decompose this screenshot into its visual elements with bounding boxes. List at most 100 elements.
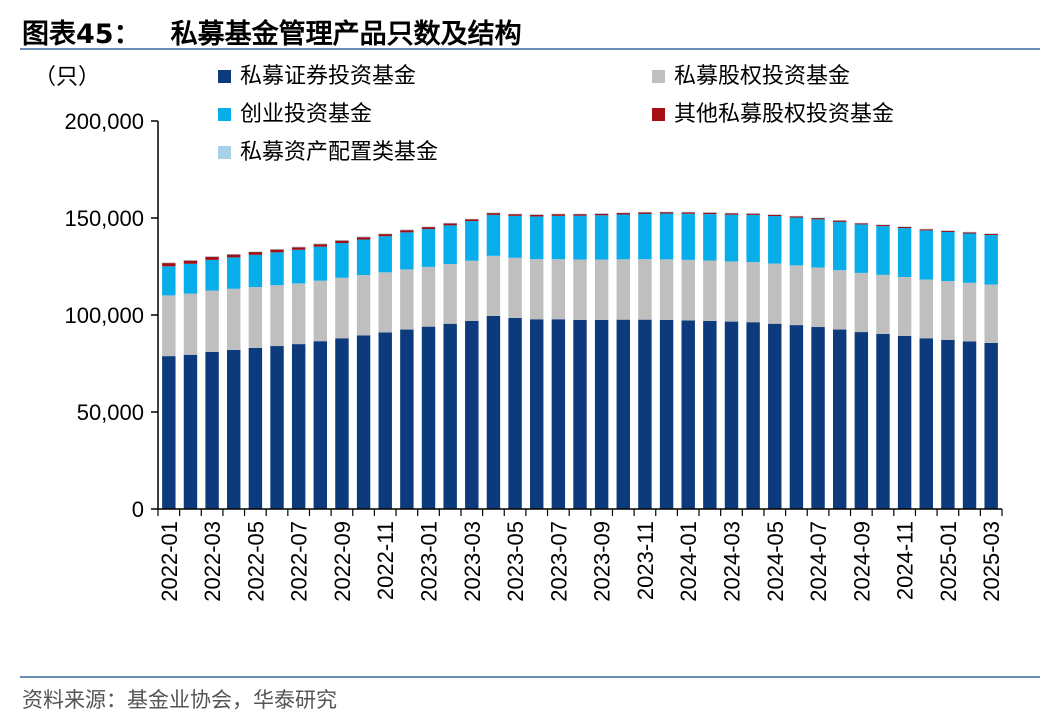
bar-segment-series-3 (573, 215, 587, 260)
bar-segment-series-2 (270, 285, 284, 347)
bar-segment-series-3 (768, 216, 782, 264)
bar-segment-series-3 (162, 266, 176, 296)
bar-segment-series-5 (313, 243, 328, 245)
bar-segment-series-5 (335, 240, 349, 241)
bar-segment-series-1 (248, 347, 263, 509)
legend-item-1: 私募证券投资基金 (218, 64, 416, 89)
bar-segment-series-5 (378, 233, 392, 235)
bar-segment-series-2 (205, 290, 219, 352)
bar-segment-series-3 (486, 214, 501, 256)
bar-segment-series-5 (291, 246, 306, 248)
bar-segment-series-1 (659, 319, 674, 509)
bar-stack-2023-08 (573, 213, 587, 509)
bar-stack-2024-04 (746, 213, 760, 509)
bar-segment-series-1 (768, 323, 782, 509)
bar-segment-series-4 (183, 260, 198, 264)
bar-segment-series-2 (703, 260, 717, 322)
bar-segment-series-4 (270, 249, 284, 253)
y-tick-label: 0 (132, 497, 144, 522)
legend-item-4: 其他私募股权投资基金 (652, 102, 894, 127)
bar-segment-series-1 (746, 322, 760, 509)
bar-stack-2023-11 (638, 211, 652, 509)
bar-segment-series-2 (443, 263, 457, 324)
bar-segment-series-1 (530, 319, 544, 509)
x-tick-label: 2022-09 (330, 521, 355, 602)
bar-segment-series-5 (789, 215, 804, 217)
bar-segment-series-4 (205, 256, 219, 260)
bar-segment-series-1 (638, 319, 652, 509)
bar-segment-series-3 (270, 252, 284, 286)
bar-segment-series-4 (227, 254, 241, 258)
bar-segment-series-2 (248, 287, 263, 348)
bar-segment-series-4 (724, 213, 739, 215)
bar-segment-series-1 (162, 356, 176, 509)
x-tick-label: 2022-11 (373, 521, 398, 600)
bar-segment-series-1 (832, 329, 847, 509)
bar-segment-series-3 (356, 239, 371, 276)
bar-stack-2023-04 (486, 212, 501, 509)
bar-stack-2022-10 (356, 236, 371, 509)
bar-segment-series-4 (335, 240, 349, 244)
bar-segment-series-4 (486, 212, 501, 215)
bar-segment-series-1 (465, 320, 479, 509)
bar-segment-series-3 (638, 213, 652, 260)
figure-label: 图表45： (22, 19, 141, 50)
bar-segment-series-2 (638, 259, 652, 320)
bar-segment-series-5 (854, 222, 869, 224)
bar-segment-series-2 (897, 276, 912, 336)
bar-segment-series-4 (400, 229, 414, 233)
bar-segment-series-3 (962, 233, 977, 283)
bar-segment-series-3 (594, 215, 609, 260)
bar-segment-series-4 (465, 218, 479, 222)
bar-segment-series-4 (746, 213, 760, 215)
y-tick-label: 50,000 (77, 400, 144, 425)
chart-title: 图表45： 私募基金管理产品只数及结构 (22, 12, 522, 51)
bar-segment-series-5 (486, 212, 501, 214)
bar-segment-series-5 (205, 256, 219, 257)
bar-segment-series-4 (789, 216, 804, 218)
bar-stack-2022-09 (335, 240, 349, 509)
bar-segment-series-1 (897, 335, 912, 509)
bar-segment-series-4 (356, 236, 371, 240)
bar-segment-series-2 (227, 288, 241, 350)
x-tick-label: 2023-09 (590, 521, 615, 602)
bar-segment-series-1 (291, 344, 306, 509)
bar-segment-series-2 (724, 261, 739, 322)
legend-label: 私募证券投资基金 (240, 64, 416, 89)
bar-segment-series-2 (789, 265, 804, 326)
bar-segment-series-3 (227, 257, 241, 289)
bar-segment-series-5 (897, 226, 912, 227)
bar-stack-2024-01 (681, 211, 695, 509)
bar-segment-series-2 (486, 255, 501, 316)
bar-segment-series-4 (443, 223, 457, 226)
bar-segment-series-5 (183, 260, 198, 261)
bar-segment-series-5 (227, 254, 241, 255)
x-tick-label: 2022-07 (287, 521, 312, 602)
legend-swatch (218, 70, 231, 83)
bar-segment-series-5 (508, 213, 522, 215)
bar-segment-series-5 (400, 229, 414, 231)
bar-segment-series-4 (962, 232, 977, 234)
bar-segment-series-2 (421, 266, 436, 327)
bar-segment-series-5 (724, 212, 739, 214)
bar-segment-series-4 (811, 218, 825, 220)
bar-segment-series-4 (421, 226, 436, 230)
bar-segment-series-5 (270, 249, 284, 250)
x-tick-label: 2023-05 (503, 521, 528, 602)
x-tick-label: 2022-01 (157, 521, 182, 602)
bar-segment-series-3 (681, 213, 695, 260)
bar-segment-series-5 (919, 228, 933, 230)
bar-stack-2023-07 (551, 213, 566, 509)
bar-stack-2022-07 (291, 246, 306, 509)
bar-segment-series-2 (183, 293, 198, 355)
bar-segment-series-2 (356, 275, 371, 336)
bar-stack-2022-06 (270, 249, 284, 509)
bar-stack-2022-08 (313, 243, 328, 509)
bar-segment-series-3 (984, 235, 998, 285)
bar-stack-2025-02 (962, 231, 977, 509)
bar-segment-series-4 (681, 212, 695, 214)
bar-segment-series-1 (378, 332, 392, 509)
bar-segment-series-4 (703, 212, 717, 215)
